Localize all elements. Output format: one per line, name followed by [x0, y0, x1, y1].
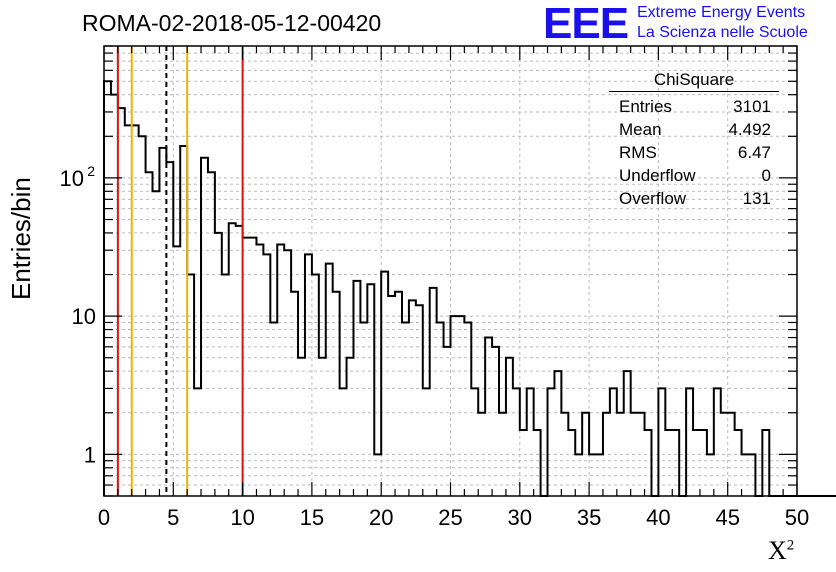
- stats-title: ChiSquare: [609, 70, 779, 92]
- stats-value: 6.47: [737, 143, 771, 162]
- y-tick-label: 10: [60, 166, 84, 191]
- x-tick-label: 25: [438, 505, 462, 530]
- x-tick-label: 5: [167, 505, 179, 530]
- histogram-series: [103, 80, 836, 497]
- eee-logo: EEE: [543, 0, 629, 48]
- x-tick-label: 20: [369, 505, 393, 530]
- y-axis-label: Entries/bin: [6, 177, 36, 300]
- stats-value: 4.492: [728, 120, 771, 139]
- x-tick-label: 0: [98, 505, 110, 530]
- stats-label: Entries: [619, 97, 672, 116]
- x-tick-label: 30: [508, 505, 532, 530]
- stats-row-mean: Mean 4.492: [609, 118, 779, 141]
- y-tick-label: 10: [72, 304, 96, 329]
- stats-value: 3101: [733, 97, 771, 116]
- x-tick-label: 35: [577, 505, 601, 530]
- x-tick-label: 45: [715, 505, 739, 530]
- x-tick-label: 50: [785, 505, 809, 530]
- x-tick-label: 40: [646, 505, 670, 530]
- logo-line-2: La Scienza nelle Scuole: [637, 24, 808, 41]
- stats-label: Mean: [619, 120, 662, 139]
- y-tick-label: 1: [84, 442, 96, 467]
- x-axis-label: X2: [768, 536, 794, 566]
- stats-row-overflow: Overflow 131: [609, 187, 779, 210]
- stats-value: 0: [761, 166, 771, 185]
- chart-title: ROMA-02-2018-05-12-00420: [82, 10, 382, 36]
- stats-row-underflow: Underflow 0: [609, 164, 779, 187]
- stats-box: ChiSquare Entries 3101 Mean 4.492 RMS 6.…: [609, 70, 779, 210]
- stats-row-rms: RMS 6.47: [609, 141, 779, 164]
- x-tick-label: 10: [230, 505, 254, 530]
- stats-label: Overflow: [619, 189, 687, 208]
- stats-label: Underflow: [619, 166, 696, 185]
- stats-value: 131: [742, 189, 771, 208]
- x-axis-label-sup: 2: [786, 537, 795, 554]
- stats-row-entries: Entries 3101: [609, 95, 779, 118]
- logo-line-1: Extreme Energy Events: [637, 4, 806, 21]
- x-axis-label-text: X: [768, 536, 787, 565]
- y-tick-label-sup: 2: [87, 163, 95, 179]
- stats-label: RMS: [619, 143, 657, 162]
- x-tick-label: 15: [300, 505, 324, 530]
